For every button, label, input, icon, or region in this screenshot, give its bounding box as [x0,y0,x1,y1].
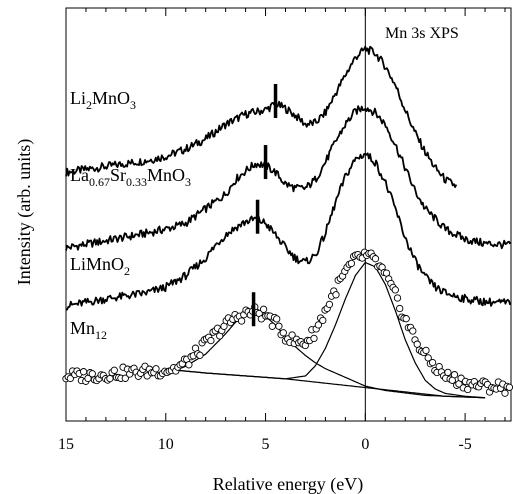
fit-curves [175,261,486,399]
label-text: LiMnO [70,254,124,274]
mn12-data-point [391,286,399,294]
mn12-data-point [268,322,276,330]
label-subscript: 2 [124,264,130,278]
mn12-data-point [464,385,472,394]
mn12-data-point [450,371,459,379]
label-subscript: 0.33 [126,175,147,189]
mn12-data-point [237,317,246,325]
x-tick-label: 5 [262,436,270,453]
label-subscript: 12 [95,328,107,342]
mn12-data-point [88,370,96,378]
label-subscript: 2 [86,98,92,112]
mn12-data-point [185,361,193,369]
series-label: LiMnO2 [70,254,130,278]
mn12-data-point [428,358,437,367]
mn12-data-point [288,331,296,339]
x-axis-ticks: 15 10 5 0 -5 [58,8,506,453]
mn12-data-point [79,368,88,376]
x-tick-label: 15 [58,436,74,453]
series-curves [65,45,512,311]
mn12-data-points [62,248,513,397]
mn12-data-point [310,334,318,343]
label-subscript: 0.67 [89,175,110,189]
series-label: Li2MnO3 [70,88,136,112]
mn12-data-point [325,300,334,309]
mn12-data-point [501,389,509,397]
x-tick-label: -5 [458,436,471,453]
label-text: MnO [92,88,130,108]
mn12-data-point [409,327,417,335]
mn12-data-point [121,374,129,382]
spectrum-curve-1 [65,105,511,251]
spectrum-curve-2 [65,152,512,311]
mn12-data-point [259,305,268,313]
mn12-data-point [152,365,160,373]
mn12-data-point [347,259,356,268]
label-text: La [70,165,89,185]
spectrum-curve-0 [65,45,458,188]
mn12-data-point [393,294,402,302]
mn12-data-point [319,316,327,325]
label-text: Mn [70,318,95,338]
mn12-data-point [273,315,281,323]
mn12-data-point [413,340,421,348]
mn12-data-point [332,291,340,299]
x-axis-label: Relative energy (eV) [213,474,364,494]
mn12-data-point [110,366,118,374]
x-tick-label: 10 [158,436,174,453]
mn12-data-point [396,304,404,313]
mn12-data-point [275,322,283,330]
satellite-markers [251,83,278,327]
mn12-data-point [314,321,323,329]
label-text: MnO [147,165,185,185]
x-tick-label: 0 [361,436,369,453]
mn12-data-point [444,368,452,377]
mn12-data-point [207,336,215,345]
mn12-data-point [371,255,380,263]
fit-curve [175,312,486,399]
series-label: La0.67Sr0.33MnO3 [70,165,191,189]
mn12-data-point [505,383,513,391]
mn12-data-point [402,315,410,323]
chart-title: Mn 3s XPS [385,25,459,42]
y-axis-label: Intensity (arb. units) [14,139,35,285]
plot-frame [65,7,512,422]
label-text: Li [70,88,86,108]
label-text: Sr [110,165,126,185]
mn12-data-point [422,346,430,355]
label-subscript: 3 [185,175,191,189]
mn12-data-point [106,374,114,383]
label-subscript: 3 [130,98,136,112]
series-label: Mn12 [70,318,107,342]
fit-curve [175,261,486,399]
mn12-data-point [279,329,287,337]
mn12-data-point [196,351,204,359]
